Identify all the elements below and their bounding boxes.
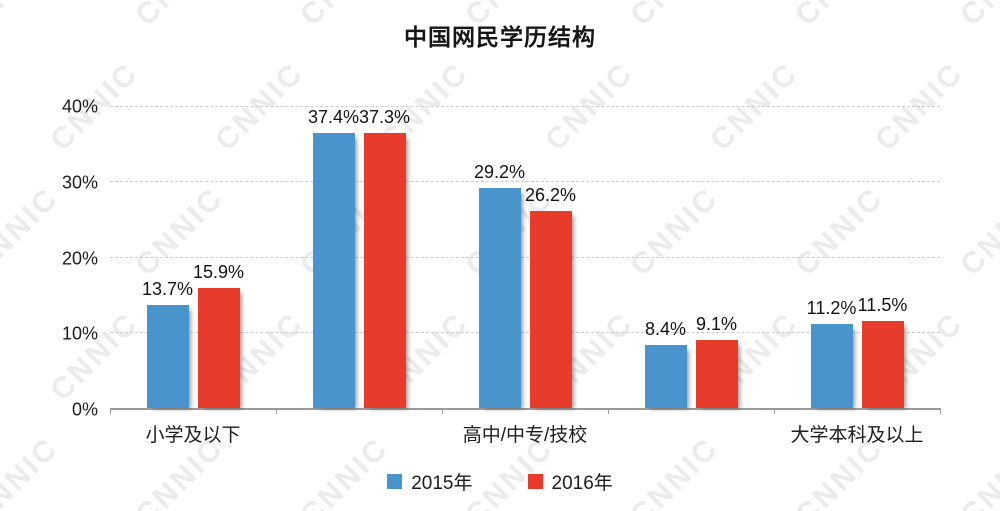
x-axis-tick bbox=[110, 408, 111, 414]
x-axis: 小学及以下 高中/中专/技校 大学本科及以上 bbox=[110, 420, 940, 447]
legend-item-2016: 2016年 bbox=[527, 468, 613, 495]
bar-value-label: 8.4% bbox=[644, 318, 687, 339]
y-tick-label: 40% bbox=[61, 96, 98, 117]
bar-2016年 bbox=[197, 288, 240, 408]
x-axis-ticks bbox=[110, 408, 941, 415]
plot-area: 13.7% 15.9% 37.4% 37.3% 29.2% 26.2% 8.4% 9.1% 11… bbox=[110, 106, 941, 414]
bar-wrap: 29.2% bbox=[474, 107, 525, 408]
bar-wrap: 37.4% bbox=[308, 107, 359, 408]
x-axis-label: 大学本科及以上 bbox=[790, 425, 924, 446]
bar-2015年 bbox=[478, 188, 521, 408]
chart-title: 中国网民学历结构 bbox=[404, 24, 596, 50]
legend-label-2016: 2016年 bbox=[551, 473, 613, 494]
x-axis-tick bbox=[940, 408, 941, 414]
legend-swatch-2015 bbox=[387, 474, 403, 489]
bar-wrap: 37.3% bbox=[359, 107, 410, 408]
bar-value-label: 13.7% bbox=[141, 278, 194, 299]
x-axis-label: 小学及以下 bbox=[145, 425, 241, 446]
bar-group: 13.7% 15.9% bbox=[110, 107, 276, 408]
x-axis-tick bbox=[442, 408, 443, 414]
bar-value-label: 15.9% bbox=[192, 262, 245, 283]
y-tick-label: 10% bbox=[61, 323, 98, 344]
bar-wrap: 9.1% bbox=[695, 107, 738, 408]
bar-2016年 bbox=[363, 133, 406, 408]
bar-group: 8.4% 9.1% bbox=[608, 107, 774, 408]
bar-2016年 bbox=[529, 210, 572, 408]
legend: 2015年 2016年 bbox=[0, 468, 1000, 495]
x-axis-label: 高中/中专/技校 bbox=[462, 425, 588, 446]
bar-group: 11.2% 11.5% bbox=[774, 107, 940, 408]
legend-swatch-2016 bbox=[527, 474, 543, 489]
bar-wrap: 8.4% bbox=[644, 107, 687, 408]
bar-2015年 bbox=[644, 344, 687, 408]
bar-value-label: 11.5% bbox=[857, 295, 908, 316]
y-tick-label: 30% bbox=[61, 172, 98, 193]
bar-2016年 bbox=[695, 339, 738, 408]
bar-wrap: 13.7% bbox=[142, 107, 193, 408]
bar-wrap: 11.2% bbox=[807, 107, 856, 408]
gridline bbox=[110, 331, 940, 333]
bar-2015年 bbox=[312, 133, 355, 408]
bar-value-label: 29.2% bbox=[473, 162, 526, 183]
bar-value-label: 37.4% bbox=[307, 107, 360, 127]
bar-wrap: 11.5% bbox=[858, 107, 907, 408]
x-axis-tick bbox=[276, 408, 277, 414]
x-axis-label bbox=[608, 420, 774, 447]
gridline bbox=[110, 256, 940, 258]
legend-label-2015: 2015年 bbox=[411, 473, 473, 494]
bars-layer: 13.7% 15.9% 37.4% 37.3% 29.2% 26.2% 8.4% 9.1% 11… bbox=[110, 107, 940, 408]
y-axis: 0% 10% 20% 30% 40% bbox=[30, 97, 98, 420]
bar-2015年 bbox=[146, 304, 189, 408]
bar-value-label: 37.3% bbox=[358, 107, 411, 127]
watermark-text: CNNIC bbox=[954, 181, 1000, 283]
x-axis-tick bbox=[774, 408, 775, 414]
y-tick-label: 20% bbox=[61, 248, 98, 268]
bar-group: 37.4% 37.3% bbox=[276, 107, 442, 408]
bar-wrap: 26.2% bbox=[525, 107, 576, 408]
bar-value-label: 11.2% bbox=[806, 297, 857, 318]
bar-2015年 bbox=[810, 323, 853, 408]
gridline bbox=[110, 106, 940, 107]
y-tick-label: 0% bbox=[71, 399, 98, 420]
legend-item-2015: 2015年 bbox=[387, 468, 473, 495]
bar-wrap: 15.9% bbox=[193, 107, 244, 408]
x-axis-label bbox=[276, 420, 442, 447]
bar-2016年 bbox=[861, 321, 904, 408]
bar-group: 29.2% 26.2% bbox=[442, 107, 608, 408]
bar-value-label: 26.2% bbox=[524, 184, 577, 205]
x-axis-tick bbox=[608, 408, 609, 414]
gridlines bbox=[110, 106, 940, 408]
bar-value-label: 9.1% bbox=[695, 313, 738, 334]
gridline bbox=[110, 181, 940, 183]
